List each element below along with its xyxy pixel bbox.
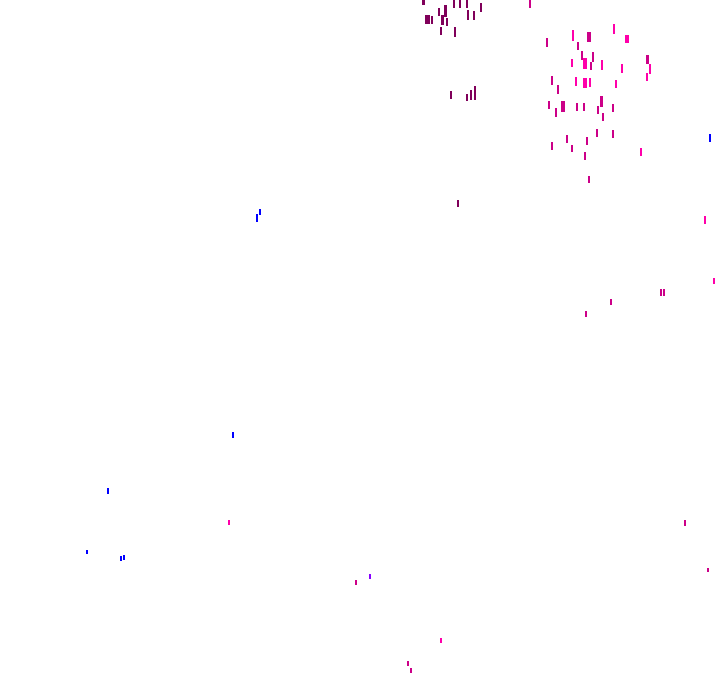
data-mark-mid — [597, 106, 599, 114]
data-mark-mid — [529, 0, 531, 8]
data-mark-dark — [446, 18, 448, 26]
data-mark-mid — [707, 568, 709, 572]
data-mark-mid — [600, 96, 603, 107]
data-mark-dark — [440, 27, 442, 35]
data-mark-dark — [422, 0, 425, 5]
data-mark-dark — [466, 94, 468, 101]
data-mark-dark — [466, 0, 468, 8]
data-mark-blue — [259, 209, 261, 215]
data-mark-blue — [256, 214, 258, 222]
data-mark-bright — [589, 78, 591, 87]
data-mark-dark — [425, 15, 430, 24]
data-mark-mid — [610, 299, 612, 305]
data-mark-mid — [571, 145, 573, 152]
data-mark-bright — [613, 24, 615, 34]
data-mark-dark — [444, 5, 447, 17]
data-mark-bright — [640, 148, 642, 156]
data-mark-mid — [588, 176, 590, 183]
data-mark-blue — [86, 550, 88, 554]
data-mark-dark — [480, 3, 482, 12]
data-mark-bright — [621, 64, 623, 73]
data-mark-dark — [431, 16, 433, 24]
data-mark-bright — [646, 73, 648, 81]
data-mark-mid — [561, 101, 565, 112]
data-mark-mid — [612, 104, 614, 112]
data-mark-mid — [684, 520, 686, 526]
data-mark-dark — [441, 15, 444, 25]
data-mark-dark — [473, 11, 475, 20]
data-mark-mid — [577, 42, 579, 50]
data-mark-bright — [571, 59, 573, 67]
data-mark-blue — [709, 134, 711, 142]
data-mark-mid — [584, 152, 586, 160]
data-mark-bright — [228, 520, 230, 525]
data-mark-mid — [410, 668, 412, 673]
data-mark-mid — [551, 142, 553, 150]
data-mark-bright — [649, 64, 651, 74]
data-mark-mid — [587, 32, 591, 42]
data-mark-bright — [601, 60, 603, 70]
data-mark-mid — [602, 113, 604, 121]
data-mark-dark — [470, 90, 472, 100]
data-mark-bright — [625, 35, 629, 43]
data-mark-dark — [438, 8, 440, 16]
data-mark-bright — [583, 58, 587, 69]
data-mark-bright — [713, 278, 715, 284]
data-mark-bright — [575, 77, 577, 86]
data-mark-mid — [407, 661, 409, 666]
data-mark-blue — [120, 556, 122, 561]
data-mark-mid — [555, 108, 557, 117]
data-mark-violet — [369, 574, 371, 579]
data-mark-mid — [566, 135, 568, 143]
data-mark-mid — [581, 51, 583, 60]
data-mark-dark — [467, 10, 469, 20]
data-mark-bright — [615, 80, 617, 88]
data-mark-mid — [557, 85, 559, 94]
data-mark-mid — [551, 76, 553, 85]
data-mark-dark — [474, 86, 476, 100]
data-mark-mid — [592, 52, 594, 62]
data-mark-dark — [450, 91, 452, 99]
data-mark-dark — [453, 0, 455, 8]
data-mark-dark — [457, 200, 459, 207]
data-mark-mid — [660, 289, 662, 296]
data-mark-mid — [590, 62, 592, 70]
data-mark-bright — [704, 216, 706, 224]
data-mark-mid — [546, 38, 548, 47]
data-mark-mid — [646, 55, 649, 64]
data-mark-bright — [583, 78, 587, 88]
data-mark-mid — [548, 101, 550, 109]
data-mark-mid — [596, 129, 598, 137]
data-mark-blue — [232, 432, 234, 438]
data-mark-mid — [612, 130, 614, 138]
data-mark-bright — [440, 638, 442, 643]
data-mark-mid — [583, 103, 585, 111]
data-mark-blue — [123, 555, 125, 560]
data-mark-mid — [585, 311, 587, 317]
data-mark-dark — [454, 27, 456, 37]
data-mark-blue — [107, 488, 109, 494]
data-mark-mid — [355, 580, 357, 585]
data-mark-mid — [586, 137, 588, 145]
data-mark-dark — [459, 0, 461, 8]
data-mark-bright — [572, 30, 574, 41]
data-mark-mid — [663, 289, 665, 296]
data-mark-mid — [576, 103, 578, 111]
